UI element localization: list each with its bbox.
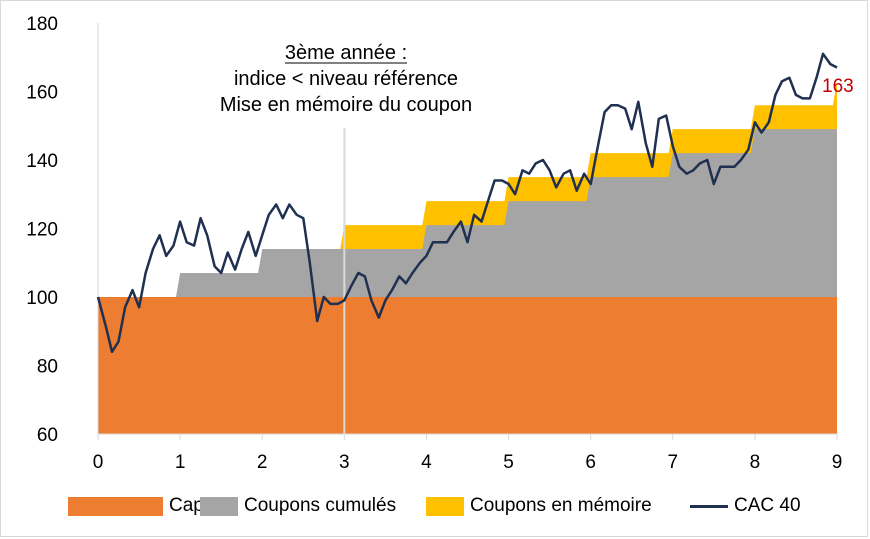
area-capital (98, 297, 837, 434)
series-line-cac40 (96, 52, 838, 354)
axes-layer: 0 1 2 3 4 5 6 7 8 9 60 80 100 120 140 160 180 (26, 14, 842, 473)
legend-label-coupons-cumules: Coupons cumulés (244, 495, 397, 516)
annotation-line-2: indice < niveau référence (234, 68, 458, 90)
last-value-label: 163 (822, 76, 854, 97)
x-tick-label: 8 (750, 452, 761, 473)
x-tick-label: 6 (585, 452, 596, 473)
x-tick-label: 0 (93, 452, 104, 473)
y-tick-label: 100 (26, 288, 58, 309)
y-tick-label: 80 (37, 357, 58, 378)
x-tick-label: 3 (339, 452, 350, 473)
legend-swatch-coupons-cumules (200, 496, 238, 516)
legend-item-coupons-cumules: Coupons cumulés (200, 493, 396, 519)
x-tick-label: 2 (257, 452, 268, 473)
y-tick-label: 180 (26, 14, 58, 35)
x-tick-label: 7 (667, 452, 678, 473)
y-tick-label: 160 (26, 83, 58, 104)
legend-item-cac40: CAC 40 (690, 493, 801, 519)
x-tick-label: 4 (421, 452, 432, 473)
x-tick-label: 1 (175, 452, 186, 473)
x-tick-label: 9 (832, 452, 843, 473)
y-tick-label: 140 (26, 151, 58, 172)
legend-label-cac40: CAC 40 (734, 495, 801, 516)
y-tick-label: 60 (37, 425, 58, 446)
area-layer (98, 81, 837, 434)
x-tick-label: 5 (503, 452, 514, 473)
legend-swatch-coupons-memoire (426, 496, 464, 516)
legend-item-coupons-memoire: Coupons en mémoire (426, 493, 652, 519)
y-tick-label: 120 (26, 220, 58, 241)
legend: Capital Coupons cumulés Coupons en mémoi… (0, 488, 870, 528)
area-coupons-cumules (98, 129, 837, 297)
line-layer (96, 52, 838, 354)
legend-swatch-cac40 (690, 504, 728, 508)
legend-label-coupons-memoire: Coupons en mémoire (470, 495, 652, 516)
annotation-line-1: 3ème année : (285, 42, 407, 64)
text-layer: 3ème année : indice < niveau référence M… (220, 42, 854, 116)
legend-swatch-capital (68, 496, 163, 516)
annotation-line-3: Mise en mémoire du coupon (220, 94, 472, 116)
